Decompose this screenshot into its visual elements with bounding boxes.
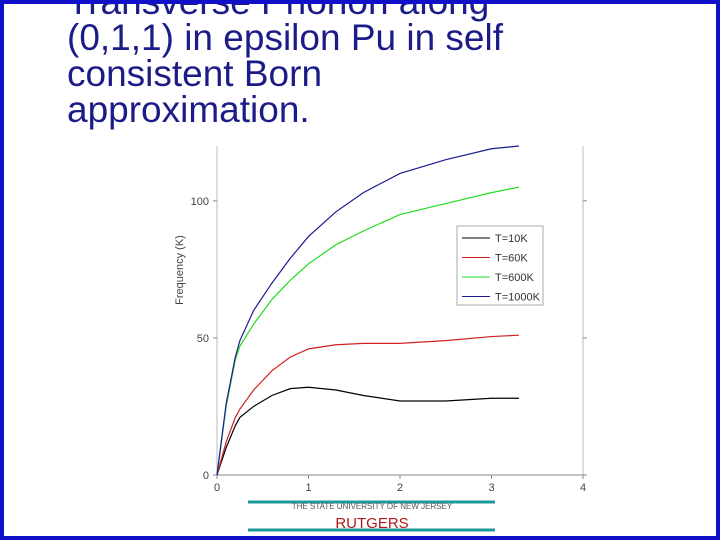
- title-line: Transverse Phonon along: [67, 0, 489, 22]
- legend-label: T=60K: [495, 253, 528, 265]
- y-tick-label: 100: [191, 196, 209, 208]
- x-tick-label: 4: [580, 482, 586, 494]
- footer-name: RUTGERS: [335, 515, 408, 532]
- series-line: [216, 145, 520, 476]
- title-line: approximation.: [67, 89, 310, 130]
- x-tick-label: 2: [397, 482, 403, 494]
- x-tick-label: 1: [305, 482, 311, 494]
- legend: [456, 225, 544, 306]
- x-tick-label: 3: [488, 482, 494, 494]
- y-tick-label: 50: [197, 333, 209, 345]
- series-line: [216, 334, 519, 476]
- series-line: [216, 386, 519, 476]
- x-tick-label: 0: [214, 482, 220, 494]
- series-line: [216, 186, 520, 476]
- y-axis-label: Frequency (K): [174, 235, 186, 305]
- legend-label: T=600K: [495, 272, 534, 284]
- footer-university: THE STATE UNIVERSITY OF NEW JERSEY: [292, 502, 453, 511]
- legend-label: T=1000K: [495, 292, 541, 304]
- title-line: (0,1,1) in epsilon Pu in self: [67, 17, 504, 58]
- y-tick-label: 0: [203, 470, 209, 482]
- title-line: consistent Born: [67, 53, 322, 94]
- legend-label: T=10K: [495, 233, 528, 245]
